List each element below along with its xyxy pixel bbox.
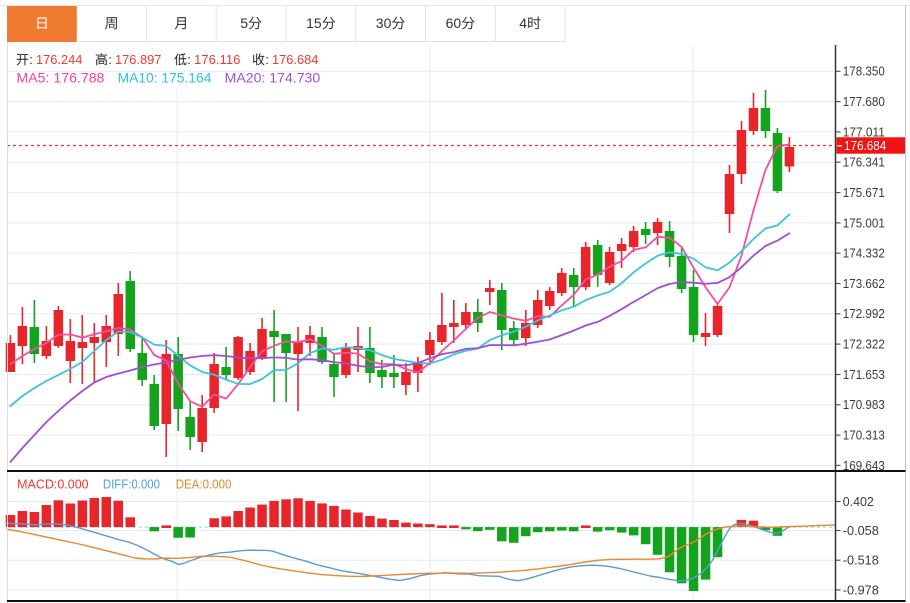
svg-text::: : xyxy=(187,52,191,67)
svg-text:178.350: 178.350 xyxy=(843,65,885,79)
svg-text:174.332: 174.332 xyxy=(843,247,885,261)
svg-text:MA5: 176.788: MA5: 176.788 xyxy=(17,69,105,85)
svg-text:176.244: 176.244 xyxy=(36,52,82,67)
svg-text:176.341: 176.341 xyxy=(843,156,885,170)
svg-text:-0.978: -0.978 xyxy=(843,583,879,597)
svg-text:MACD:0.000: MACD:0.000 xyxy=(17,476,89,491)
svg-text:4: 4 xyxy=(519,15,527,31)
svg-text:5: 5 xyxy=(240,15,248,31)
svg-text:60: 60 xyxy=(446,15,462,31)
svg-text:15: 15 xyxy=(306,15,322,31)
svg-text:175.001: 175.001 xyxy=(843,216,885,230)
svg-text::: : xyxy=(108,52,112,67)
svg-text:170.983: 170.983 xyxy=(843,398,885,412)
svg-text:DIFF:0.000: DIFF:0.000 xyxy=(103,476,160,491)
svg-text:177.680: 177.680 xyxy=(843,95,885,109)
svg-text:176.897: 176.897 xyxy=(115,52,161,67)
svg-text::: : xyxy=(265,52,269,67)
svg-text:30: 30 xyxy=(376,15,392,31)
svg-text:176.116: 176.116 xyxy=(194,52,240,67)
svg-text::: : xyxy=(29,52,33,67)
svg-text:170.313: 170.313 xyxy=(843,429,885,443)
svg-text:0.402: 0.402 xyxy=(843,495,874,509)
svg-text:177.011: 177.011 xyxy=(843,125,885,139)
svg-text:172.322: 172.322 xyxy=(843,338,885,352)
svg-text:MA10: 175.164: MA10: 175.164 xyxy=(118,69,212,85)
svg-text:169.643: 169.643 xyxy=(843,459,885,473)
svg-text:172.992: 172.992 xyxy=(843,307,885,321)
svg-text:DEA:0.000: DEA:0.000 xyxy=(176,476,232,491)
svg-text:173.662: 173.662 xyxy=(843,277,885,291)
svg-text:-0.058: -0.058 xyxy=(843,524,879,538)
svg-text:176.684: 176.684 xyxy=(272,52,318,67)
svg-text:-0.518: -0.518 xyxy=(843,554,879,568)
svg-text:171.653: 171.653 xyxy=(843,368,885,382)
svg-text:175.671: 175.671 xyxy=(843,186,885,200)
svg-text:176.684: 176.684 xyxy=(844,139,886,153)
svg-text:MA20: 174.730: MA20: 174.730 xyxy=(225,69,321,85)
